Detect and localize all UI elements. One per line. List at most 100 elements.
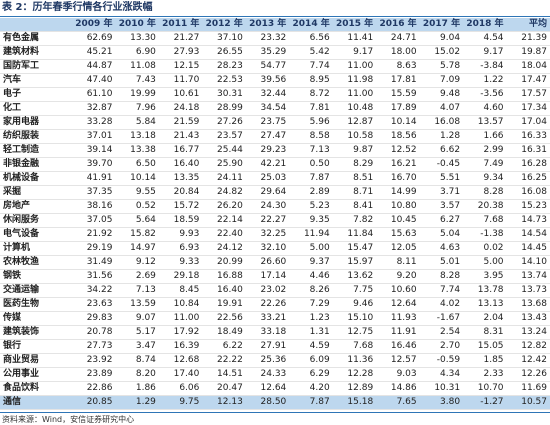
table-cell: 5.04 <box>419 227 464 242</box>
table-cell: 27.91 <box>245 339 290 354</box>
table-cell: 12.75 <box>332 325 377 340</box>
header-cell: 2018 年 <box>463 18 507 32</box>
table-cell: 9.34 <box>463 171 507 186</box>
table-cell: 4.54 <box>463 31 507 46</box>
table-cell: 10.31 <box>419 381 464 396</box>
table-cell: 11.36 <box>332 353 377 368</box>
table-row: 钢铁 31.56 2.69 29.18 16.88 17.14 4.46 13.62 9.20 8… <box>0 269 550 284</box>
table-row: 房地产 38.16 0.52 15.72 26.20 24.30 5.23 8.41 10.80… <box>0 199 550 214</box>
table-cell: 9.07 <box>115 311 159 326</box>
table-cell: 29.18 <box>158 269 203 284</box>
table-cell: 8.72 <box>289 87 333 102</box>
row-label: 轻工制造 <box>0 143 72 158</box>
table-cell: 4.63 <box>419 241 464 256</box>
table-cell: 6.56 <box>289 31 333 46</box>
table-cell: 9.33 <box>158 255 203 270</box>
table-cell: 42.21 <box>245 157 290 172</box>
table-cell: 23.63 <box>72 297 116 312</box>
table-cell: 9.03 <box>376 367 420 382</box>
table-cell: 12.13 <box>202 395 246 410</box>
table-cell: 22.86 <box>72 381 116 396</box>
table-row: 汽车 47.40 7.43 11.70 22.53 39.56 8.95 11.98 17.81… <box>0 73 550 88</box>
table-cell: 41.91 <box>72 171 116 186</box>
table-row: 采掘 37.35 9.55 20.84 24.82 29.64 2.89 8.71 14.99 3… <box>0 185 550 200</box>
header-cell: 2009 年 <box>72 18 116 32</box>
table-cell: 13.59 <box>115 297 159 312</box>
table-cell: 2.54 <box>419 325 464 340</box>
row-label: 计算机 <box>0 241 72 256</box>
table-cell: 11.08 <box>115 59 159 74</box>
table-cell: 13.13 <box>463 297 507 312</box>
table-cell: 9.17 <box>463 45 507 60</box>
table-cell: -0.45 <box>419 157 464 172</box>
table-cell: 16.25 <box>506 171 550 186</box>
table-cell: 6.29 <box>289 367 333 382</box>
table-cell: 10.84 <box>158 297 203 312</box>
table-cell: -1.27 <box>463 395 507 410</box>
table-row: 轻工制造 39.14 13.38 16.77 25.44 29.23 7.13 9.87 12.… <box>0 143 550 158</box>
table-cell: 25.90 <box>202 157 246 172</box>
table-cell: 18.59 <box>158 213 203 228</box>
table-cell: 10.70 <box>463 381 507 396</box>
table-cell: 22.22 <box>202 353 246 368</box>
table-cell: 16.70 <box>376 171 420 186</box>
table-cell: 17.40 <box>158 367 203 382</box>
table-cell: 8.71 <box>332 185 377 200</box>
table-cell: 34.54 <box>245 101 290 116</box>
table-cell: 33.21 <box>245 311 290 326</box>
table-cell: 26.20 <box>202 199 246 214</box>
table-cell: 0.50 <box>289 157 333 172</box>
table-cell: 23.75 <box>245 115 290 130</box>
table-cell: 32.44 <box>245 87 290 102</box>
table-cell: 10.61 <box>158 87 203 102</box>
table-cell: 11.00 <box>332 87 377 102</box>
table-row: 交通运输 34.22 7.13 8.45 16.40 23.02 8.26 7.75 10.60… <box>0 283 550 298</box>
table-cell: 1.86 <box>115 381 159 396</box>
table-cell: 23.92 <box>72 353 116 368</box>
table-cell: 14.45 <box>506 241 550 256</box>
table-cell: 29.19 <box>72 241 116 256</box>
table-cell: 16.08 <box>506 185 550 200</box>
table-cell: 24.71 <box>376 31 420 46</box>
row-label: 采掘 <box>0 185 72 200</box>
table-cell: 15.82 <box>115 227 159 242</box>
table-cell: 15.10 <box>332 311 377 326</box>
table-cell: 16.88 <box>202 269 246 284</box>
table-cell: 17.34 <box>506 101 550 116</box>
table-cell: 30.31 <box>202 87 246 102</box>
row-label: 交通运输 <box>0 283 72 298</box>
table-cell: 3.80 <box>419 395 464 410</box>
table-cell: 29.83 <box>72 311 116 326</box>
table-cell: 32.25 <box>245 227 290 242</box>
table-cell: 33.28 <box>72 115 116 130</box>
table-cell: 27.93 <box>158 45 203 60</box>
table-cell: 20.85 <box>72 395 116 410</box>
table-cell: 13.68 <box>506 297 550 312</box>
table-cell: 24.18 <box>158 101 203 116</box>
table-cell: 62.69 <box>72 31 116 46</box>
table-cell: 10.58 <box>332 129 377 144</box>
table-cell: 23.57 <box>202 129 246 144</box>
table-cell: 10.45 <box>376 213 420 228</box>
table-cell: 11.94 <box>289 227 333 242</box>
table-cell: 11.41 <box>332 31 377 46</box>
table-cell: 14.51 <box>202 367 246 382</box>
table-cell: 16.21 <box>376 157 420 172</box>
table-cell: 6.22 <box>202 339 246 354</box>
table-row: 电子 61.10 19.99 10.61 30.31 32.44 8.72 11.00 15.5… <box>0 87 550 102</box>
table-cell: 5.00 <box>289 241 333 256</box>
table-cell: 61.10 <box>72 87 116 102</box>
table-cell: 8.74 <box>115 353 159 368</box>
table-cell: 32.87 <box>72 101 116 116</box>
table-cell: 1.22 <box>463 73 507 88</box>
row-label: 机械设备 <box>0 171 72 186</box>
table-cell: 11.84 <box>332 227 377 242</box>
table-cell: 26.60 <box>245 255 290 270</box>
row-label: 通信 <box>0 395 72 410</box>
table-cell: 16.77 <box>158 143 203 158</box>
table-cell: 20.47 <box>202 381 246 396</box>
table-cell: 10.14 <box>376 115 420 130</box>
table-cell: 12.82 <box>506 339 550 354</box>
table-cell: 5.17 <box>115 325 159 340</box>
